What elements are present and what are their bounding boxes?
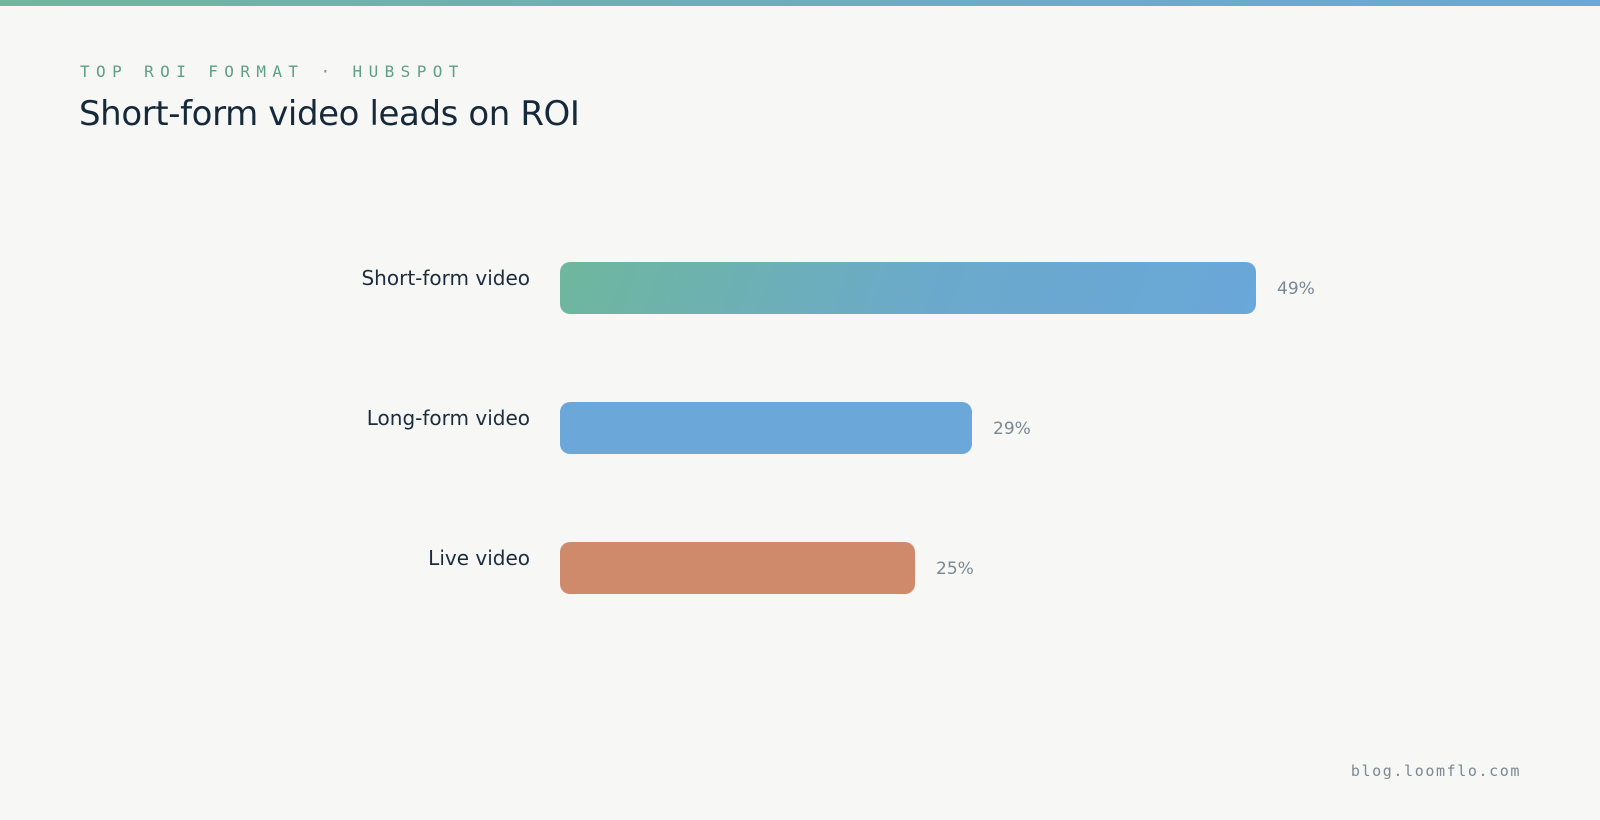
bar-long-form-video (560, 402, 972, 454)
bar-short-form-video (560, 262, 1256, 314)
top-accent-bar (0, 0, 1600, 6)
bar-live-video (560, 542, 915, 594)
category-label-short-form-video: Short-form video (361, 266, 530, 290)
category-label-live-video: Live video (428, 546, 530, 570)
chart-title: Short-form video leads on ROI (79, 94, 580, 134)
source-footer: blog.loomflo.com (1350, 762, 1521, 780)
category-label-long-form-video: Long-form video (366, 406, 530, 430)
eyebrow-label: TOP ROI FORMAT · HUBSPOT (80, 62, 465, 81)
value-label-short-form-video: 49% (1277, 279, 1315, 299)
value-label-long-form-video: 29% (993, 419, 1031, 439)
value-label-live-video: 25% (936, 559, 974, 579)
